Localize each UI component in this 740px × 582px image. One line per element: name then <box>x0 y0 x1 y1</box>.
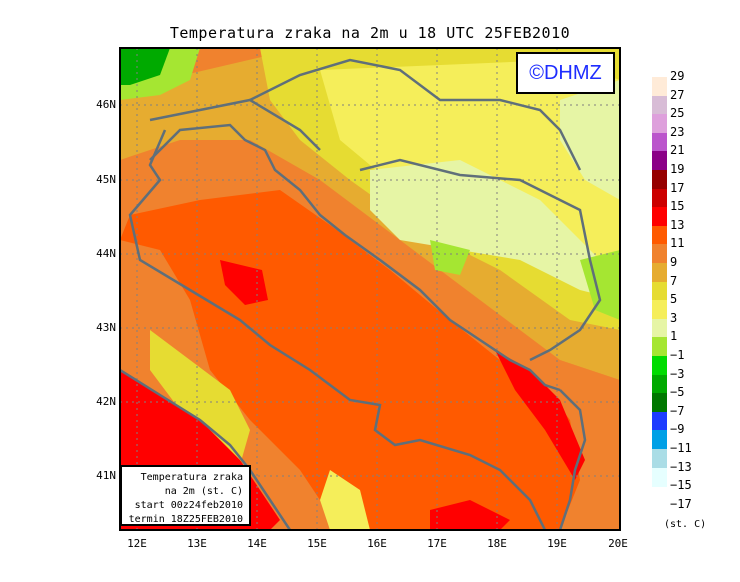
legend-label: 3 <box>670 310 678 325</box>
lat-label: 41N <box>96 469 116 482</box>
legend-label: 19 <box>670 162 685 176</box>
montenegro-albania-coast <box>558 389 587 530</box>
temp-zone-green-east <box>580 250 620 320</box>
lat-label: 44N <box>96 247 116 260</box>
legend-color-box <box>652 263 667 283</box>
legend-label: 5 <box>670 292 678 307</box>
legend-color-box <box>652 281 667 301</box>
legend-color-box <box>652 132 667 152</box>
temp-zone-italy-yellow <box>150 330 250 465</box>
map-title: Temperatura zraka na 2m u 18 UTC 25FEB20… <box>169 24 571 42</box>
temp-zone-red-southeast <box>495 350 585 480</box>
legend-color-box <box>652 300 667 320</box>
legend-color-box <box>652 151 667 171</box>
legend-label: 27 <box>670 87 685 102</box>
legend-label: 15 <box>670 199 685 214</box>
legend-color-box <box>652 449 667 469</box>
lat-label: 45N <box>96 173 116 186</box>
legend-color-box <box>652 467 667 487</box>
legend-label: −11 <box>670 441 692 455</box>
info-line: start 00z24feb2010 <box>134 500 243 511</box>
legend-color-box <box>652 114 667 134</box>
temp-zone-green-patches <box>430 240 470 275</box>
legend-label: −17 <box>670 496 692 511</box>
legend-label: −7 <box>670 403 685 418</box>
info-line: termin 18Z25FEB2010 <box>128 514 243 525</box>
croatia-border <box>249 58 602 362</box>
legend-label: 7 <box>670 273 678 288</box>
grid-lines <box>120 48 620 530</box>
lon-label: 14E <box>247 537 267 550</box>
lat-label: 46N <box>96 98 116 111</box>
lat-label: 43N <box>96 321 116 334</box>
legend-label: −1 <box>670 348 685 362</box>
tyrrhenian-coast <box>120 368 292 530</box>
lon-label: 16E <box>367 537 387 550</box>
legend-label: 13 <box>670 217 685 232</box>
lon-label: 19E <box>547 537 567 550</box>
legend-label: 17 <box>670 180 685 195</box>
legend-color-box <box>652 318 667 338</box>
temp-zone-east-pale <box>560 80 620 200</box>
legend-label: 25 <box>670 106 685 121</box>
info-box: Temperatura zraka na 2m (st. C) start 00… <box>120 465 251 526</box>
legend-color-box <box>652 170 667 190</box>
legend-color-box <box>652 430 667 450</box>
legend-color-box <box>652 77 667 97</box>
legend-unit: (st. C) <box>664 519 707 530</box>
map-frame <box>119 47 621 531</box>
legend-color-box <box>652 225 667 245</box>
legend-label: −3 <box>670 366 685 381</box>
legend-label: −9 <box>670 422 685 437</box>
lat-label: 42N <box>96 395 116 408</box>
legend-color-box <box>652 411 667 431</box>
temp-zone-alps-dark <box>120 48 170 85</box>
legend-label: 1 <box>670 329 678 344</box>
legend-color-box <box>652 393 667 413</box>
legend-label: 23 <box>670 124 685 139</box>
legend-color-box <box>652 356 667 376</box>
lon-label: 15E <box>307 537 327 550</box>
legend-label: −5 <box>670 385 685 400</box>
temp-zone-red-central <box>220 260 268 305</box>
legend-label: 21 <box>670 143 685 158</box>
lon-label: 20E <box>608 537 628 550</box>
slovenia-border <box>149 98 321 151</box>
coastlines-and-borders <box>120 58 602 530</box>
info-line: Temperatura zraka <box>140 472 243 483</box>
legend-color-box <box>652 244 667 264</box>
dhmz-logo: ©DHMZ <box>516 52 615 94</box>
legend-label: −13 <box>670 459 692 474</box>
adriatic-east-coast <box>149 123 561 392</box>
temp-zone-red-south <box>430 500 510 530</box>
lon-label: 17E <box>427 537 447 550</box>
legend-label: −15 <box>670 478 692 493</box>
legend-label: 29 <box>670 69 685 83</box>
lon-label: 13E <box>187 537 207 550</box>
legend-color-box <box>652 337 667 357</box>
lon-label: 12E <box>127 537 147 550</box>
legend-label: 9 <box>670 255 678 269</box>
legend-label: 11 <box>670 236 685 251</box>
legend-color-box <box>652 207 667 227</box>
legend-color-box <box>652 188 667 208</box>
lon-label: 18E <box>487 537 507 550</box>
adriatic-west-coast <box>128 129 547 530</box>
legend-color-box <box>652 374 667 394</box>
info-line: na 2m (st. C) <box>164 486 243 497</box>
legend-color-box <box>652 95 667 115</box>
temp-zone-gargano-yellow <box>320 470 370 530</box>
